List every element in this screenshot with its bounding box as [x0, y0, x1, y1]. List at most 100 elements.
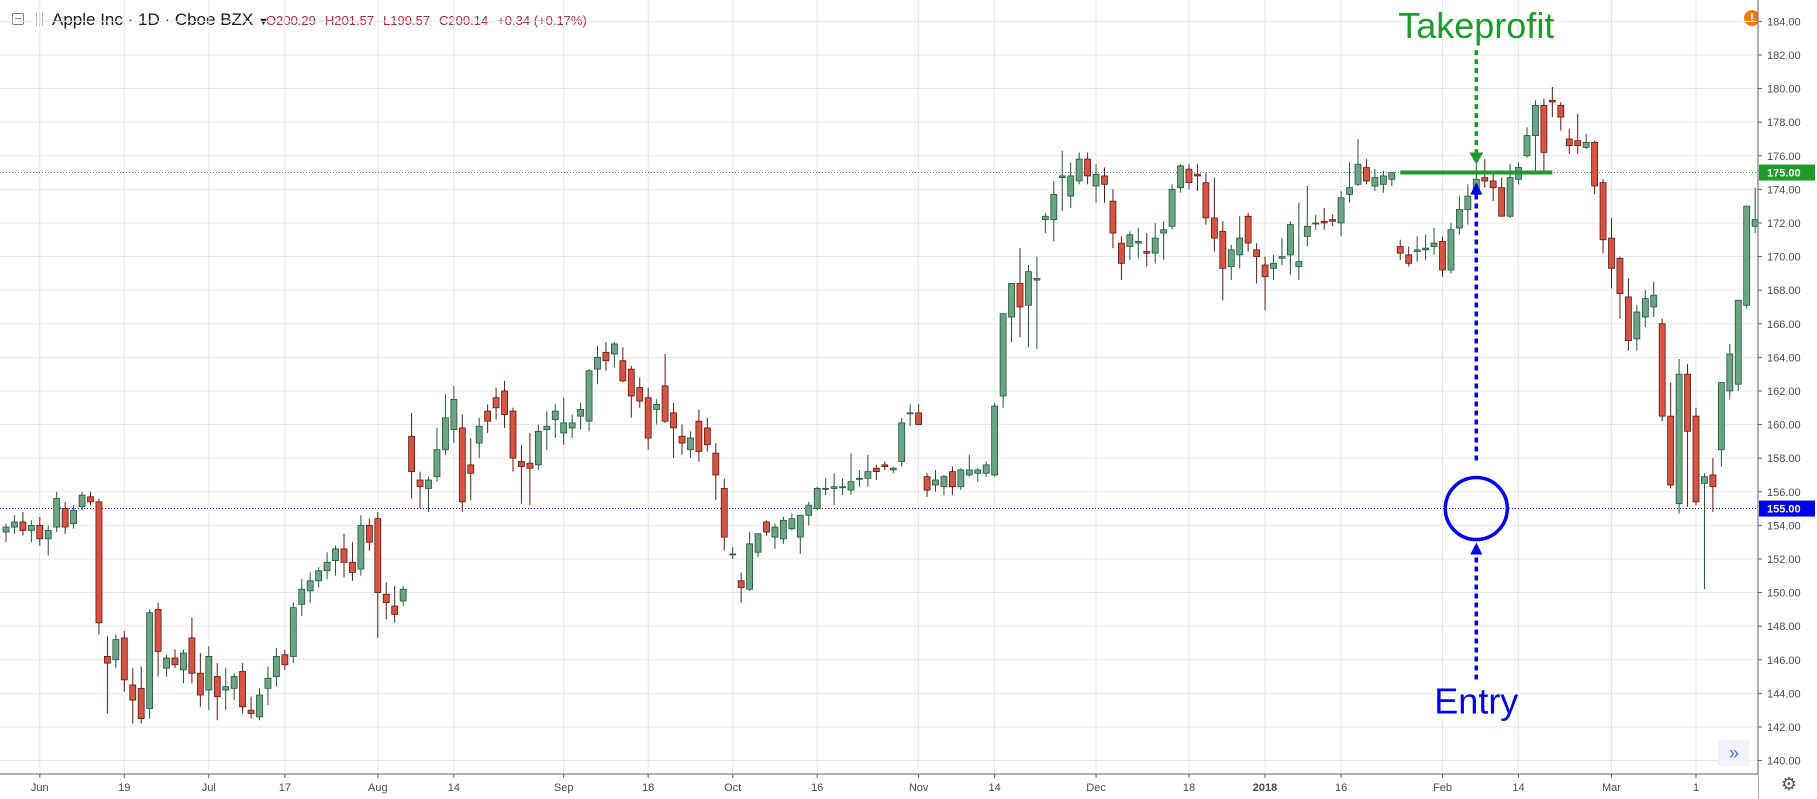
candle-up [1506, 177, 1514, 217]
change-value: +0.34 (+0.17%) [497, 13, 587, 28]
candle-up [70, 509, 77, 525]
candle-up [1033, 277, 1041, 281]
warning-icon[interactable]: ! [1744, 10, 1760, 26]
candle-down [120, 637, 128, 681]
price-tick-label: 168.00 [1767, 285, 1801, 297]
candle-up [1701, 476, 1708, 484]
candle-down [518, 461, 525, 467]
high-value: H201.57 [324, 13, 375, 28]
entry-to-target-arrowhead [1470, 182, 1483, 195]
candle-down [281, 654, 289, 666]
candle-up [746, 543, 753, 590]
chevron-down-icon[interactable]: ▼ [258, 16, 269, 28]
candle-down [923, 476, 931, 491]
candle-up [1430, 242, 1438, 247]
candle-up [1532, 104, 1539, 137]
candle-up [1050, 193, 1058, 220]
entry-arrowhead [1470, 542, 1483, 555]
candle-down [87, 496, 94, 503]
candle-up [560, 422, 568, 434]
candle-up [543, 425, 551, 430]
time-tick-label: Jul [202, 782, 216, 794]
candle-up [1126, 234, 1134, 247]
candle-down [196, 672, 204, 696]
candle-down [391, 605, 399, 615]
candle-up [1312, 222, 1320, 225]
symbol-title[interactable]: Apple Inc · 1D · Cboe BZX ▼ [52, 10, 269, 30]
candle-up [1287, 224, 1294, 256]
candle-down [1143, 251, 1151, 254]
candle-up [1633, 311, 1641, 340]
candle-up [568, 422, 576, 429]
entry-circle [1443, 475, 1510, 542]
candle-down [1261, 264, 1269, 278]
price-tick-label: 174.00 [1767, 184, 1801, 196]
time-tick-label: Mar [1602, 782, 1621, 794]
minus-square-icon[interactable] [12, 13, 24, 25]
candle-down [1658, 323, 1666, 417]
candle-up [974, 469, 982, 474]
candle-down [712, 452, 720, 476]
candle-down [1489, 180, 1497, 189]
candle-down [61, 508, 69, 528]
candle-up [982, 464, 990, 474]
candle-up [577, 409, 584, 417]
candle-up [754, 533, 762, 553]
time-tick-label: 18 [642, 782, 654, 794]
candle-down [1194, 173, 1201, 177]
candle-down [1481, 177, 1489, 182]
price-tick-label: 142.00 [1767, 722, 1801, 734]
candle-down [1118, 242, 1125, 264]
chart-header: Apple Inc · 1D · Cboe BZX ▼ O200.29 H201.… [0, 0, 1800, 40]
candle-up [1025, 271, 1032, 306]
candle-up [306, 580, 314, 592]
close-value: C200.14 [439, 13, 489, 28]
candle-down [416, 479, 424, 488]
price-line-tag [1759, 500, 1815, 517]
candle-down [1185, 168, 1193, 184]
price-tick-label: 164.00 [1767, 352, 1801, 364]
candle-up [1303, 225, 1311, 237]
candle-up [1067, 175, 1075, 197]
candle-up [1337, 197, 1345, 224]
candle-up [729, 553, 737, 556]
candle-down [1565, 138, 1573, 147]
candle-up [264, 677, 272, 689]
candle-up [289, 607, 297, 657]
candle-up [53, 498, 61, 528]
candle-down [129, 684, 137, 701]
candle-up [788, 518, 796, 530]
candle-up [1464, 195, 1472, 210]
time-tick-label: 16 [1335, 782, 1347, 794]
candle-up [991, 405, 999, 476]
candle-down [1557, 104, 1565, 118]
candle-down [1253, 249, 1260, 257]
candle-down [1210, 217, 1218, 239]
candle-down [1684, 373, 1691, 432]
price-tick-label: 162.00 [1767, 386, 1801, 398]
candle-up [1726, 353, 1734, 392]
candle-up [839, 486, 846, 489]
gear-icon[interactable]: ⚙ [1780, 774, 1798, 794]
candle-down [188, 637, 196, 674]
candle-up [1717, 382, 1725, 451]
candle-up [551, 410, 559, 420]
candle-down [484, 410, 492, 422]
candle-up [1177, 165, 1184, 189]
candle-down [1244, 215, 1252, 244]
double-chevron-right-icon[interactable]: » [1718, 740, 1750, 766]
candle-up [112, 639, 120, 661]
time-tick-label: 16 [811, 782, 823, 794]
candle-up [11, 521, 18, 528]
candle-up [433, 449, 441, 478]
candle-up [1675, 373, 1683, 504]
candle-up [1456, 209, 1463, 229]
candle-down [1608, 237, 1615, 269]
price-tick-label: 166.00 [1767, 319, 1801, 331]
ohlc-readout: O200.29 H201.57 L199.57 C200.14 +0.34 (+0.17… [266, 13, 596, 28]
candle-up [1008, 283, 1015, 318]
candle-down [627, 368, 635, 397]
candle-down [154, 608, 162, 652]
candle-down [1016, 283, 1024, 308]
